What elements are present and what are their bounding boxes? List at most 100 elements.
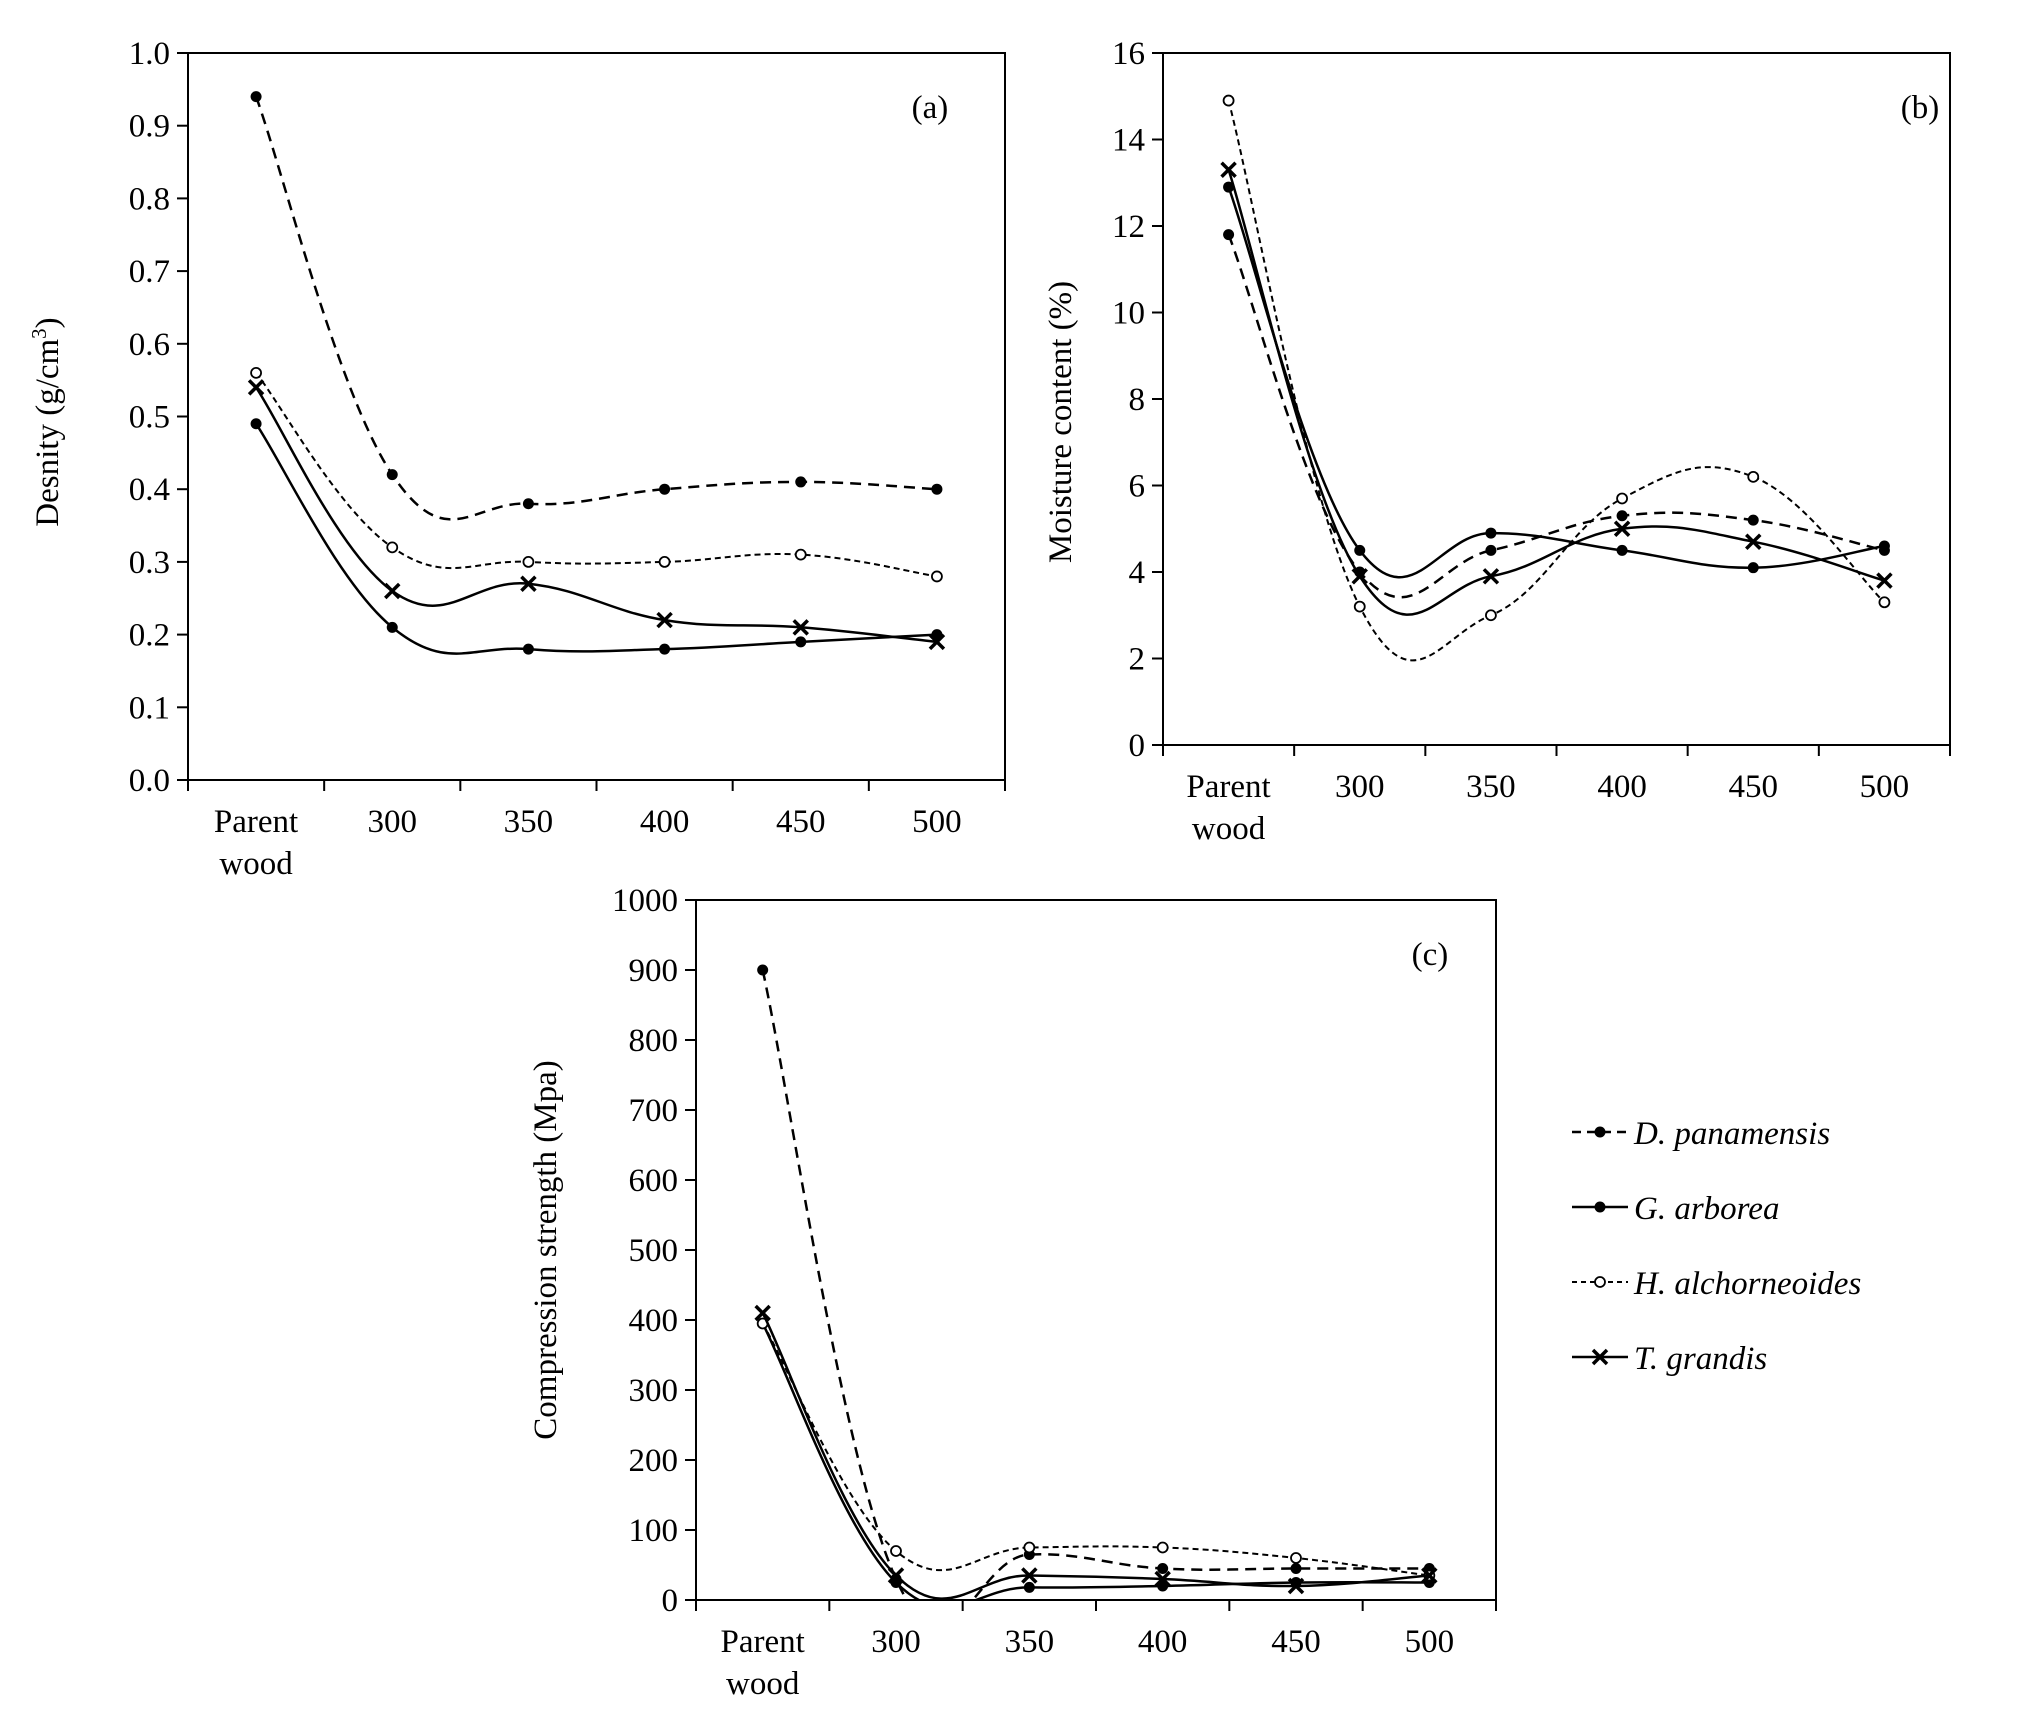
panel-b-x-tick-label: 450 (1729, 769, 1779, 805)
panel-a-x-tick-label-line: 350 (504, 804, 554, 840)
panel-a-y-tick-label: 0.8 (129, 181, 170, 217)
panel-c-series-t-grandis-point (1421, 1567, 1438, 1584)
panel-c-series-t-grandis-point (887, 1567, 905, 1584)
panel-a-y-tick-label: 0.9 (129, 109, 170, 145)
panel-b-series-d-panamensis-line (1227, 234, 1885, 599)
panel-c-series-h-alchorneoides-point (890, 1545, 902, 1557)
panel-a-series-g-arborea-point (386, 621, 398, 633)
panel-a-series-g-arborea-point (250, 418, 262, 430)
panel-b-series-t-grandis-point (1220, 161, 1237, 179)
panel-c-series-d-panamensis-point (757, 964, 769, 976)
panel-c-x-tick-label: 400 (1138, 1624, 1188, 1660)
panel-c-series-d-panamensis-point (1157, 1563, 1169, 1574)
panel-b-y-tick-label: 2 (1129, 642, 1146, 678)
panel-c-y-tick-label: 400 (629, 1303, 679, 1339)
panel-a-x-tick-label: 500 (912, 804, 962, 840)
panel-a-y-tick-label: 0.3 (129, 545, 170, 581)
panel-b-y-tick-label: 0 (1129, 728, 1146, 764)
panel-b-series-t-grandis-line (1227, 169, 1885, 616)
panel-a-x-tick-label: 300 (368, 804, 418, 840)
panel-b-series-g-arborea-point (1223, 181, 1235, 193)
legend-marker-h-alchorneoides (1594, 1276, 1606, 1288)
panel-b-x-tick-label: 500 (1860, 769, 1910, 805)
panel-b-x-tick-label: 300 (1335, 769, 1385, 805)
panel-a-series-d-panamensis-point (522, 498, 534, 510)
panel-a-series-t-grandis-point (656, 611, 673, 629)
panel-c-x-tick-label-line: 400 (1138, 1624, 1188, 1660)
panel-a-x-tick-label: 400 (640, 804, 690, 840)
panel-b-series-h-alchorneoides-line (1227, 100, 1886, 662)
panel-b-series-d-panamensis-point (1485, 544, 1497, 556)
panel-a-series-d-panamensis-line (254, 96, 937, 521)
panel-b-y-tick-label: 16 (1112, 36, 1145, 72)
panel-c-x-tick-label-line: 450 (1271, 1624, 1321, 1660)
panel-b-series-h-alchorneoides-point (1353, 600, 1366, 613)
panel-b-series-d-panamensis-point (1747, 514, 1759, 526)
panel-a-x-tick-label-line: Parent (214, 804, 298, 840)
panel-b-x-tick-label-line: 400 (1597, 769, 1647, 805)
panel-a-series-h-alchorneoides-point (658, 556, 671, 568)
panel-c-y-axis-title: Compression strength (Mpa) (528, 1060, 564, 1439)
panel-a-x-tick-label: 350 (504, 804, 554, 840)
panel-a-y-axis-title: Desnity (g/cm3) (27, 317, 66, 526)
panel-c-series-t-grandis-point (1287, 1577, 1305, 1595)
legend-item-h-alchorneoides: H. alchorneoides (1572, 1266, 1861, 1302)
panel-c-x-tick-label: 500 (1405, 1624, 1455, 1660)
panel-b-series-d-panamensis-point (1616, 510, 1628, 522)
panel-b-x-tick-label-line: wood (1192, 811, 1266, 847)
panel-b-series-h-alchorneoides-point (1747, 470, 1760, 483)
panel-a-y-tick-label: 1.0 (129, 36, 170, 72)
panel-a-y-axis-title-main: Desnity (g/cm (30, 338, 66, 526)
panel-c-label: (c) (1412, 937, 1449, 973)
panel-a-series-d-panamensis-point (386, 469, 398, 481)
panel-c-y-tick-label: 200 (629, 1443, 679, 1479)
panel-b-series-t-grandis-point (1613, 520, 1631, 537)
panel-b-series-h-alchorneoides-point (1222, 94, 1235, 107)
panel-b-series-t-grandis-point (1351, 568, 1368, 585)
panel-b-x-tick-label-line: 300 (1335, 769, 1385, 805)
panel-b-chart: (b) Moisture content (%) 0 2 4 6 8 10 12 14 16 Pa… (1043, 36, 1951, 847)
panel-b-series-t-grandis-point (1876, 572, 1893, 589)
panel-b-y-tick-label: 14 (1112, 123, 1145, 159)
panel-a-series-t-grandis-line (255, 386, 938, 644)
panel-c-plot-frame (695, 899, 1497, 1601)
panel-a-x-tick-label-line: 500 (912, 804, 962, 840)
panel-b-series-g-arborea-point (1354, 544, 1366, 556)
panel-a-series-h-alchorneoides-point (250, 366, 262, 379)
panel-c-y-tick-label: 100 (629, 1513, 679, 1549)
panel-b-y-axis-title: Moisture content (%) (1043, 281, 1079, 563)
panel-a-y-tick-label: 0.5 (129, 400, 170, 436)
panel-c-series-h-alchorneoides-point (1023, 1541, 1036, 1554)
legend-label-d-panamensis: D. panamensis (1633, 1116, 1830, 1152)
panel-c-x-tick-label: 350 (1005, 1624, 1055, 1660)
panel-a-x-tick-label: Parent wood (214, 804, 298, 882)
panel-a-series-t-grandis-point (520, 575, 537, 592)
panel-b-series-g-arborea-point (1616, 544, 1628, 556)
panel-b-x-tick-label: Parent wood (1186, 769, 1270, 847)
panel-b-y-tick-label: 4 (1129, 555, 1146, 591)
panel-a-x-tick-label-line: 400 (640, 804, 690, 840)
panel-b-y-tick-label: 8 (1129, 382, 1146, 418)
panel-b-series-g-arborea-line (1227, 186, 1885, 579)
panel-c-series-g-arborea-line (761, 1322, 1430, 1600)
panel-b-x-tick-label-line: Parent (1186, 769, 1270, 805)
panel-a-series-g-arborea-line (255, 423, 937, 655)
panel-a-series-t-grandis-point (247, 379, 265, 396)
panel-c-series-t-grandis-point (1154, 1570, 1171, 1588)
panel-a-series-h-alchorneoides-point (386, 541, 399, 554)
panel-c-y-tick-label: 500 (629, 1233, 679, 1269)
panel-b-series-d-panamensis-point (1223, 229, 1235, 241)
panel-b-x-tick-label-line: 450 (1729, 769, 1779, 805)
panel-b-series-t-grandis-point (1482, 568, 1500, 585)
panel-b-series-g-arborea-point (1485, 527, 1497, 539)
panel-b-series-h-alchorneoides-point (1485, 609, 1497, 622)
panel-a-series-d-panamensis-point (931, 483, 943, 495)
panel-a-series-d-panamensis-point (795, 476, 807, 488)
panel-c-series-g-arborea-point (1023, 1581, 1035, 1593)
legend-label-g-arborea: G. arborea (1634, 1191, 1779, 1227)
panel-b-x-tick-label: 350 (1466, 769, 1516, 805)
panel-a-y-tick-label: 0.4 (129, 472, 170, 508)
panel-a-y-axis-title-close: ) (30, 317, 66, 328)
panel-c-x-tick-label-line: 500 (1405, 1624, 1455, 1660)
panel-b-series-h-alchorneoides-point (1878, 596, 1891, 609)
